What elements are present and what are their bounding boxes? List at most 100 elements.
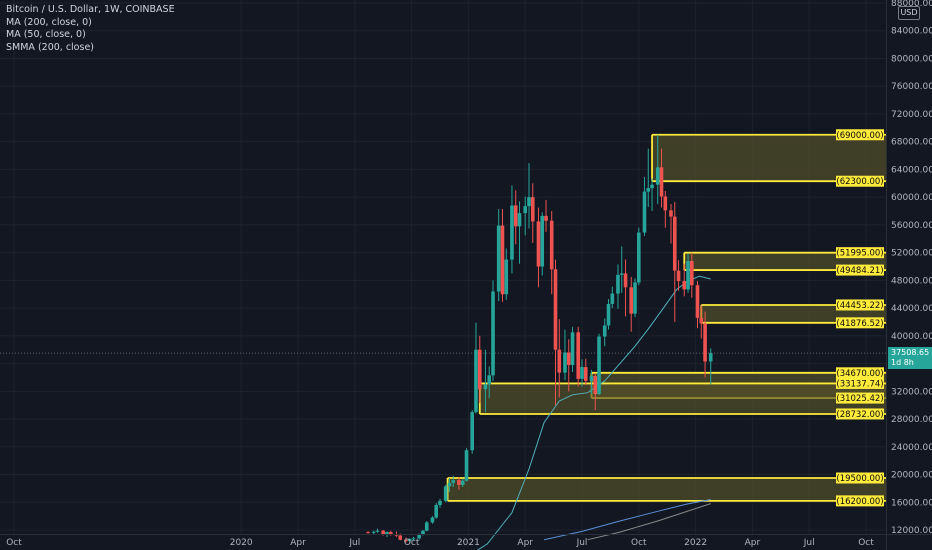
last-price-tag: 37508.65 1d 8h (888, 347, 932, 369)
candle-body (513, 205, 518, 227)
candle-body (496, 225, 501, 292)
zone-price-label-bg (836, 129, 884, 141)
candle-body (381, 530, 385, 535)
price-tick-label: 64000.00 (891, 165, 932, 175)
zone-price-label: (28732.00) (836, 410, 883, 420)
candle-body (375, 530, 380, 532)
zone-price-label: (33137.74) (836, 379, 883, 389)
zone-price-label-bg (836, 472, 884, 484)
candle-body (434, 505, 439, 518)
time-tick-label: Oct (631, 538, 647, 548)
time-tick-label: Jul (348, 538, 360, 548)
zone-price-label-bg (836, 175, 884, 187)
price-tick-label: 56000.00 (891, 221, 932, 231)
time-tick-label: Apr (290, 538, 306, 548)
zone-price-label-bg (836, 299, 884, 311)
zone-fill (447, 477, 886, 501)
price-tick-label: 20000.00 (891, 471, 932, 481)
zone-price-label: (44453.22) (836, 301, 883, 311)
zone-price-label-bg (836, 408, 884, 420)
candle-body (398, 535, 403, 540)
candle-body (642, 191, 647, 233)
candle-body (504, 259, 509, 295)
candle-body (371, 531, 376, 533)
candle-body (366, 532, 370, 534)
candle-body (424, 522, 429, 531)
time-tick-label: Jul (803, 538, 815, 548)
time-tick-label: 2020 (230, 538, 253, 548)
price-tick-label: 60000.00 (891, 193, 932, 203)
zone-fill (652, 134, 886, 182)
candle-body (699, 317, 704, 324)
candle-body (491, 291, 495, 376)
price-tick-label: 44000.00 (891, 304, 932, 314)
symbol-title[interactable]: Bitcoin / U.S. Dollar, 1W, COINBASE (6, 4, 175, 15)
indicator-ma50[interactable]: MA (50, close, 0) (6, 29, 86, 40)
price-tick-label: 68000.00 (891, 138, 932, 148)
zone-price-label: (62300.00) (836, 177, 883, 187)
zone-price-label: (69000.00) (836, 131, 883, 141)
candle-body (549, 220, 554, 270)
candle-body (530, 197, 535, 222)
candle-body (544, 215, 548, 221)
candle-body (672, 216, 677, 271)
candle-body (483, 384, 488, 390)
candle-body (637, 232, 641, 283)
candle-body (676, 270, 681, 282)
candle-body (404, 539, 408, 542)
candle-body (460, 480, 465, 485)
time-axis[interactable]: Oct 2020 Apr Jul Oct 2021 Apr Jul Oct 2022 Apr Jul O… (0, 534, 932, 549)
candle-body (430, 517, 435, 523)
indicator-ma200[interactable]: MA (200, close, 0) (6, 16, 92, 28)
time-tick-label: Oct (6, 538, 22, 548)
candle-body (690, 260, 694, 286)
indicator-smma200[interactable]: SMMA (200, close) (6, 41, 94, 53)
price-tick-label: 16000.00 (891, 498, 932, 508)
price-tick-label: 76000.00 (891, 82, 932, 92)
candle-body (474, 349, 478, 413)
time-tick-label: Jul (576, 538, 588, 548)
candlesticks (366, 134, 713, 543)
price-tick-label: 88000.00 (891, 0, 932, 9)
candle-body (388, 532, 393, 535)
candle-body (629, 287, 634, 314)
zone-price-label-bg (836, 495, 884, 507)
support-resistance-zones (446, 133, 886, 502)
candle-body (447, 482, 452, 487)
price-tick-label: 24000.00 (891, 443, 932, 453)
candle-body (686, 260, 690, 290)
price-tick-label: 40000.00 (891, 332, 932, 342)
smma200-line (587, 503, 711, 541)
zone-price-label: (51995.00) (836, 249, 883, 259)
price-tick-label: 80000.00 (891, 54, 932, 64)
candle-body (602, 325, 607, 337)
zone-price-label-bg (836, 392, 884, 404)
ma50-line (476, 275, 711, 550)
candle-body (457, 480, 461, 485)
candle-body (500, 225, 505, 295)
candle-body (517, 213, 522, 227)
moving-average-lines (476, 275, 711, 550)
candle-body (385, 532, 389, 535)
time-tick-label: 2021 (457, 538, 480, 548)
time-tick-label: 2022 (684, 538, 707, 548)
candle-body (597, 336, 601, 395)
price-axis[interactable]: 12000.00 16000.00 20000.00 24000.00 28000.00… (886, 0, 932, 550)
price-tick-label: 48000.00 (891, 276, 932, 286)
last-price-value: 37508.65 (891, 348, 930, 357)
candle-body (633, 282, 637, 314)
time-tick-label: Oct (404, 538, 420, 548)
currency-badge[interactable]: USD (898, 6, 920, 20)
candle-body (583, 367, 588, 381)
time-tick-label: Apr (745, 538, 761, 548)
zone-price-label-bg (836, 264, 884, 276)
candle-body (411, 538, 416, 540)
zone-price-label: (34670.00) (836, 369, 883, 379)
zone-fill (479, 383, 886, 414)
candle-body (566, 352, 571, 365)
candle-body (470, 412, 474, 451)
candle-body (623, 273, 628, 288)
candle-body (417, 534, 421, 539)
time-tick-label: Apr (517, 538, 533, 548)
